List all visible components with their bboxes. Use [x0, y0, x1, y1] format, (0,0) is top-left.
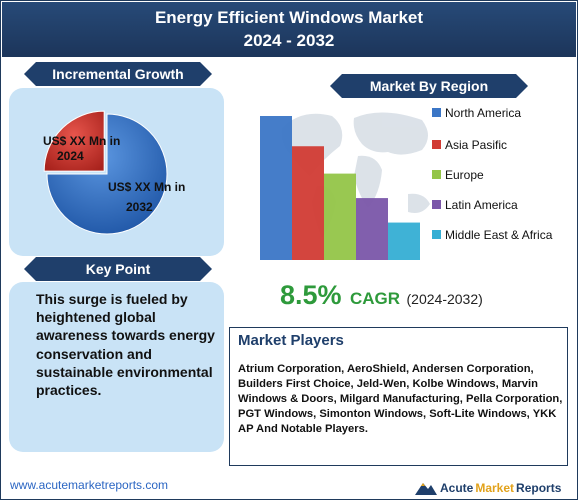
- pie-label-2024-line2: 2024: [57, 149, 84, 163]
- world-map-background: [281, 112, 430, 238]
- incremental-growth-panel: US$ XX Mn in 2024 US$ XX Mn in 2032: [9, 88, 224, 256]
- legend-swatch-asia-pasific: [432, 140, 441, 149]
- cagr-label: CAGR: [350, 289, 401, 308]
- logo-word-acute: Acute: [440, 481, 474, 495]
- incremental-growth-pie-chart: US$ XX Mn in 2024 US$ XX Mn in 2032: [43, 110, 189, 235]
- legend-swatch-middle-east-africa: [432, 230, 441, 239]
- legend-swatch-europe: [432, 170, 441, 179]
- pie-slice-2024: [43, 110, 105, 172]
- mountain-logo-icon: [415, 483, 437, 495]
- legend-label-asia-pasific: Asia Pasific: [445, 138, 508, 152]
- cagr-figure: 8.5% CAGR (2024-2032): [280, 280, 483, 311]
- legend-label-north-america: North America: [445, 106, 522, 120]
- pie-label-2032-line1: US$ XX Mn in: [108, 180, 185, 194]
- cagr-period: (2024-2032): [406, 291, 483, 307]
- logo-word-reports: Reports: [516, 481, 562, 495]
- key-point-panel: [9, 282, 224, 452]
- logo-word-market: Market: [475, 481, 515, 495]
- legend-label-europe: Europe: [445, 168, 484, 182]
- key-point-heading: Key Point: [24, 257, 212, 281]
- company-logo-wordmark: Acute Market Reports: [440, 481, 561, 495]
- cagr-value: 8.5%: [280, 280, 342, 310]
- legend-swatch-latin-america: [432, 200, 441, 209]
- market-players-box: Market Players Atrium Corporation, AeroS…: [229, 327, 568, 466]
- page-subtitle-years: 2024 - 2032: [243, 31, 335, 50]
- market-by-region-heading: Market By Region: [330, 74, 528, 98]
- page-header: Energy Efficient Windows Market 2024 - 2…: [2, 2, 576, 57]
- pie-label-2032-line2: 2032: [126, 200, 153, 214]
- company-logo: Acute Market Reports: [414, 478, 574, 498]
- pie-label-2024: US$ XX Mn in 2024: [43, 134, 124, 163]
- key-point-text: This surge is fueled by heightened globa…: [36, 291, 215, 399]
- pie-label-2032: US$ XX Mn in 2032: [108, 180, 189, 214]
- footer-website-link[interactable]: www.acutemarketreports.com: [10, 478, 169, 492]
- legend-label-middle-east-africa: Middle East & Africa: [445, 228, 553, 242]
- market-players-title: Market Players: [238, 332, 344, 349]
- page-title: Energy Efficient Windows Market: [154, 8, 424, 27]
- legend-swatch-north-america: [432, 108, 441, 117]
- market-players-list: Atrium Corporation, AeroShield, Andersen…: [238, 363, 563, 435]
- incremental-growth-heading: Incremental Growth: [24, 62, 212, 86]
- legend-label-latin-america: Latin America: [445, 198, 518, 212]
- pie-label-2024-line1: US$ XX Mn in: [43, 134, 120, 148]
- pie-slice-2032: [46, 113, 168, 235]
